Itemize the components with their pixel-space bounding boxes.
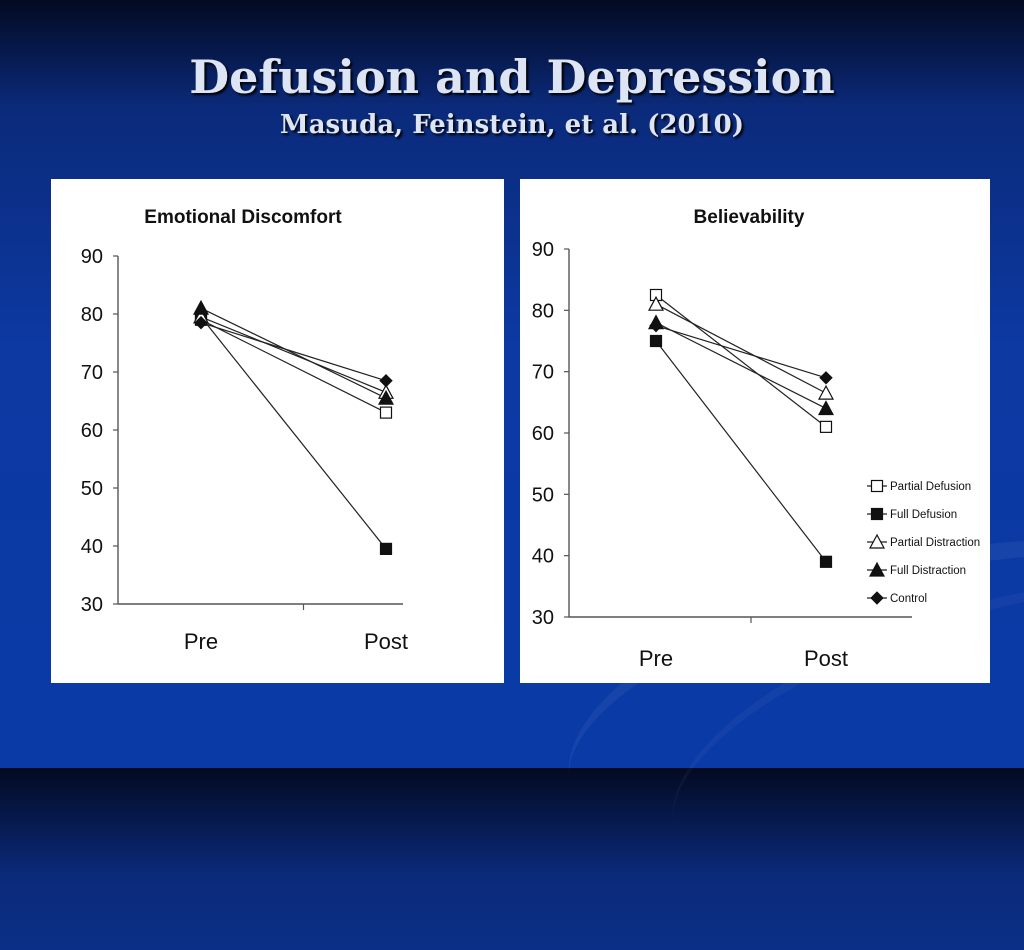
series-line-partial-defusion [200, 319, 387, 414]
series-line-partial-distraction [200, 316, 387, 393]
data-point-partial-distraction [647, 295, 665, 311]
legend-label-full-distraction: Full Distraction [890, 565, 966, 577]
x-category-label: Pre [184, 629, 218, 654]
legend-label-full-defusion: Full Defusion [890, 509, 957, 521]
y-tick-label: 60 [532, 423, 554, 445]
series-line-control [200, 322, 387, 382]
series-line-full-defusion [200, 316, 387, 550]
series-line-full-distraction [655, 322, 827, 410]
data-point-full-defusion [649, 334, 663, 348]
data-point-full-distraction [377, 389, 395, 405]
series-line-control [655, 325, 827, 379]
legend-label-control: Control [890, 593, 927, 605]
data-point-control [194, 315, 208, 330]
y-tick-label: 40 [532, 546, 554, 568]
legend-marker-partial-distraction [868, 533, 886, 549]
y-tick-label: 50 [81, 478, 103, 500]
series-line-full-defusion [655, 340, 827, 563]
data-point-control [379, 373, 393, 388]
y-tick-label: 30 [81, 594, 103, 616]
data-point-full-distraction [192, 299, 210, 315]
y-tick-label: 70 [81, 362, 103, 384]
emotional-discomfort-chart: Emotional Discomfort 30 40 50 60 70 80 90 Pre Po… [81, 207, 408, 654]
legend-marker-partial-defusion [870, 479, 884, 493]
data-point-partial-defusion [819, 420, 833, 433]
data-point-partial-distraction [817, 384, 835, 400]
data-point-control [649, 318, 663, 333]
y-tick-label: 80 [81, 304, 103, 326]
legend-marker-control [870, 591, 884, 605]
y-tick-label: 70 [532, 362, 554, 384]
y-tick-label: 40 [81, 536, 103, 558]
series-line-full-distraction [200, 307, 387, 399]
y-tick-label: 90 [81, 246, 103, 268]
data-point-partial-defusion [379, 406, 393, 419]
y-tick-label: 90 [532, 239, 554, 261]
y-tick-label: 50 [532, 484, 554, 506]
chart-panel-emotional-discomfort: Emotional Discomfort 30 40 50 60 70 80 90 Pre Po… [51, 179, 504, 683]
x-category-label: Post [804, 646, 848, 671]
chart-panel-believability: Believability 30 40 50 60 70 80 90 Pre Post Parti… [520, 179, 990, 683]
series-line-partial-defusion [655, 294, 827, 428]
legend-marker-full-defusion [870, 507, 884, 521]
x-category-label: Pre [639, 646, 673, 671]
legend-label-partial-defusion: Partial Defusion [890, 481, 971, 493]
chart-title: Believability [694, 207, 805, 228]
data-point-control [819, 371, 833, 385]
x-category-label: Post [364, 629, 408, 654]
y-tick-label: 80 [532, 300, 554, 322]
y-tick-label: 60 [81, 420, 103, 442]
legend-marker-full-distraction [868, 561, 886, 577]
slide-title: Defusion and Depression [189, 50, 835, 104]
series-line-partial-distraction [655, 303, 827, 394]
slide-subtitle: Masuda, Feinstein, et al. (2010) [279, 110, 745, 140]
data-point-full-defusion [819, 555, 833, 568]
data-point-full-distraction [817, 400, 835, 416]
data-point-full-defusion [379, 542, 393, 555]
y-tick-label: 30 [532, 607, 554, 629]
legend-label-partial-distraction: Partial Distraction [890, 537, 980, 549]
believability-chart: Believability 30 40 50 60 70 80 90 Pre Post Parti… [532, 207, 980, 671]
chart-title: Emotional Discomfort [144, 207, 342, 228]
